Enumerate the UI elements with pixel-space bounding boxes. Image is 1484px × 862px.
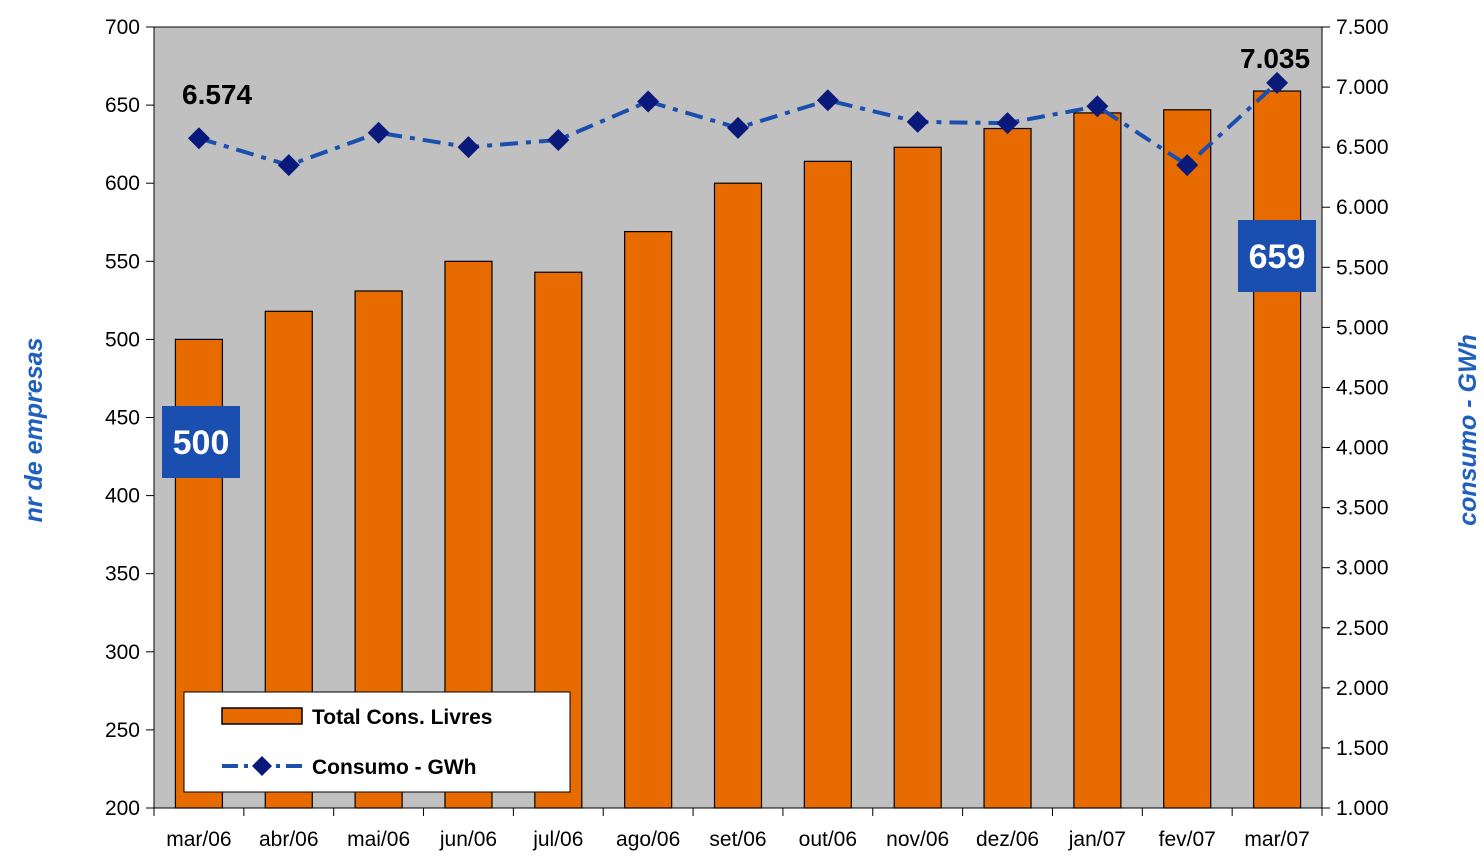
- x-tick-label: fev/07: [1159, 828, 1216, 851]
- consumo-marker-jul/06: [547, 128, 570, 151]
- consumo-marker-jun/06: [457, 136, 480, 159]
- x-tick-label: mar/07: [1244, 828, 1309, 851]
- y-tick-label: 450: [105, 407, 140, 430]
- callout-last-bar-value: 659: [1249, 238, 1306, 276]
- x-tick-label: set/06: [709, 828, 766, 851]
- y2-tick-label: 1.000: [1336, 797, 1389, 820]
- bar-dez/06: [983, 127, 1032, 809]
- consumo-marker-mai/06: [367, 121, 390, 144]
- consumo-marker-jan/07: [1086, 95, 1109, 118]
- x-tick-label: ago/06: [616, 828, 680, 851]
- y-tick-label: 600: [105, 172, 140, 195]
- consumo-marker-mar/07: [1266, 71, 1289, 94]
- consumo-marker-mar/06: [187, 127, 210, 150]
- y-tick-label: 350: [105, 563, 140, 586]
- y-tick-label: 500: [105, 328, 140, 351]
- y2-tick-label: 6.500: [1336, 136, 1389, 159]
- bar-out/06: [803, 160, 852, 809]
- y2-tick-label: 1.500: [1336, 737, 1389, 760]
- legend-line-label: Consumo - GWh: [312, 756, 476, 779]
- y2-tick-label: 2.000: [1336, 677, 1389, 700]
- x-tick-label: abr/06: [259, 828, 319, 851]
- line-first-value: 6.574: [182, 79, 252, 110]
- legend-bar-label: Total Cons. Livres: [312, 706, 492, 729]
- x-tick-label: mai/06: [347, 828, 410, 851]
- y2-axis-title: consumo - GWh: [1454, 334, 1482, 526]
- y2-tick-label: 5.000: [1336, 316, 1389, 339]
- consumo-marker-set/06: [727, 116, 749, 139]
- x-tick-label: jan/07: [1068, 828, 1126, 851]
- y-tick-label: 700: [105, 16, 140, 39]
- x-tick-label: dez/06: [976, 828, 1039, 851]
- y2-tick-label: 4.500: [1336, 376, 1389, 399]
- y2-tick-label: 4.000: [1336, 437, 1389, 460]
- y2-tick-label: 3.500: [1336, 497, 1389, 520]
- y-tick-label: 650: [105, 94, 140, 117]
- legend-line-marker: [252, 756, 272, 776]
- legend-bar-swatch: [221, 707, 303, 725]
- consumo-marker-ago/06: [637, 90, 660, 113]
- x-tick-label: jun/06: [439, 828, 497, 851]
- bar-jan/07: [1073, 112, 1122, 809]
- callout-first-bar-value: 500: [173, 424, 230, 462]
- consumo-marker-out/06: [816, 89, 839, 112]
- y2-tick-label: 5.500: [1336, 256, 1389, 279]
- line-last-value: 7.035: [1240, 43, 1310, 74]
- x-tick-label: mar/06: [166, 828, 231, 851]
- bar-nov/06: [893, 146, 942, 809]
- y2-tick-label: 2.500: [1336, 617, 1389, 640]
- bar-fev/07: [1163, 109, 1212, 809]
- y-tick-label: 250: [105, 719, 140, 742]
- y-axis-title: nr de empresas: [20, 338, 48, 523]
- bar-ago/06: [624, 231, 673, 809]
- y-tick-label: 300: [105, 641, 140, 664]
- y2-tick-label: 7.500: [1336, 16, 1389, 39]
- callout-first-bar-box: [162, 406, 240, 478]
- callout-last-bar-box: [1238, 220, 1316, 292]
- y2-tick-label: 6.000: [1336, 196, 1389, 219]
- y-tick-label: 200: [105, 797, 140, 820]
- x-tick-label: out/06: [799, 828, 857, 851]
- y-tick-label: 400: [105, 485, 140, 508]
- legend: Total Cons. Livres Consumo - GWh: [183, 691, 571, 793]
- consumo-marker-fev/07: [1176, 154, 1199, 177]
- y2-tick-label: 3.000: [1336, 557, 1389, 580]
- consumo-marker-nov/06: [906, 110, 929, 133]
- consumo-marker-abr/06: [277, 154, 300, 177]
- bar-mar/07: [1252, 90, 1302, 809]
- y-tick-label: 550: [105, 250, 140, 273]
- y2-tick-label: 7.000: [1336, 76, 1389, 99]
- x-tick-label: nov/06: [886, 828, 949, 851]
- x-tick-label: jul/06: [532, 828, 583, 851]
- bar-set/06: [713, 182, 763, 809]
- consumo-marker-dez/06: [996, 112, 1019, 135]
